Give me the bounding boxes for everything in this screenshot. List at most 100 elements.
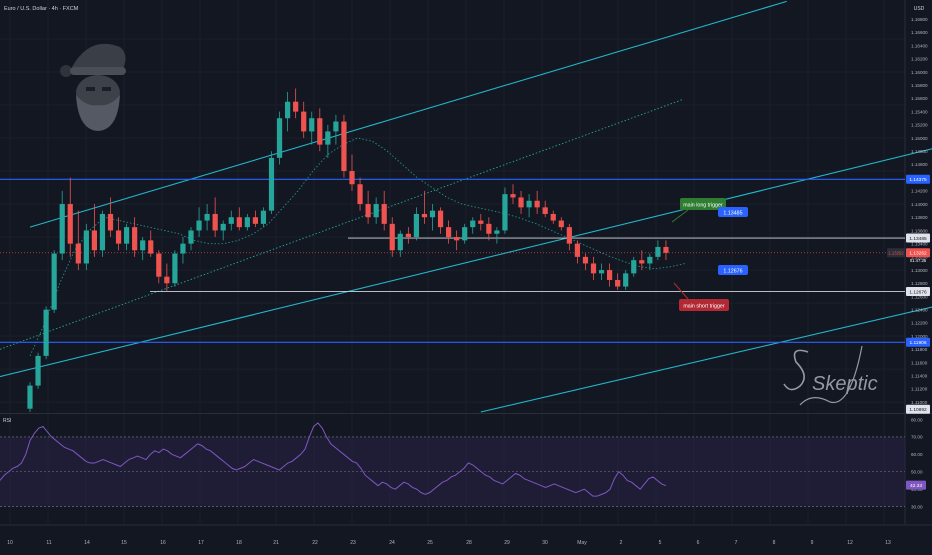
rsi-title: RSI — [3, 418, 11, 424]
price-tag-label: 1.13485 — [909, 236, 927, 242]
symbol-title: Euro / U.S. Dollar · 4h · FXCM — [4, 6, 79, 12]
candle-body — [268, 157, 275, 211]
candle-body — [27, 385, 33, 409]
time-tick-label: 24 — [389, 540, 395, 546]
price-tick-label: 1.15600 — [911, 96, 928, 101]
candle-body — [607, 270, 613, 280]
price-tag: 1.12676 — [906, 286, 930, 296]
price-tick-label: 1.11200 — [911, 387, 928, 392]
time-axis[interactable]: 10 11 14 15 16 17 18 21 22 23 24 25 28 29 30 May 2 5 6 7 8 9 1… — [7, 540, 891, 546]
price-tick-label: 1.15400 — [911, 109, 928, 114]
svg-text:1.12676: 1.12676 — [723, 269, 742, 275]
candle-body — [462, 227, 468, 241]
candle-body — [405, 233, 411, 238]
candle-body — [220, 223, 226, 231]
trend-channel — [0, 0, 932, 413]
time-tick-label: 21 — [273, 540, 279, 546]
rsi-current-label: 42.33 — [910, 483, 922, 489]
time-tick-label: 18 — [236, 540, 242, 546]
candle-body — [437, 210, 444, 228]
price-tick-label: 1.15800 — [911, 83, 928, 88]
candle-body — [172, 253, 178, 284]
price-tick-label: 1.13400 — [911, 241, 928, 246]
candle-body — [639, 260, 645, 264]
price-tag-bg — [906, 404, 930, 414]
candle-body — [590, 263, 597, 274]
candle-body — [124, 227, 130, 244]
rsi-tick-label: 50.00 — [911, 470, 923, 475]
time-tick-label: 9 — [811, 540, 814, 546]
candle-body — [429, 210, 436, 218]
price-tick-label: 1.12200 — [911, 321, 928, 326]
candle-body — [413, 213, 419, 238]
candle-body — [99, 213, 106, 251]
channel-line — [29, 0, 787, 228]
candle-body — [309, 118, 315, 132]
short-trigger-annotation[interactable]: 1.12676 main short trigger — [673, 265, 748, 311]
time-tick-label: 6 — [697, 540, 700, 546]
time-tick-label: 11 — [46, 540, 51, 546]
rsi-tick-label: 70.00 — [911, 435, 923, 440]
long-trigger-annotation[interactable]: main long trigger 1.13485 — [671, 198, 748, 223]
candle-body — [132, 227, 138, 251]
candle-body — [598, 270, 605, 274]
price-tag-bg — [906, 286, 930, 296]
time-tick-label: May — [577, 540, 587, 546]
time-tick-label: 28 — [466, 540, 472, 546]
candle-body — [446, 227, 452, 238]
time-tick-label: 12 — [847, 540, 853, 546]
time-tick-label: 29 — [504, 540, 510, 546]
candle-body — [325, 131, 331, 145]
candle-body — [647, 256, 653, 264]
rsi-tick-label: 30.00 — [911, 504, 923, 509]
candle-body — [631, 260, 637, 274]
price-tick-label: 1.14200 — [911, 189, 928, 194]
time-tick-label: 10 — [7, 540, 13, 546]
price-tag-label: 1.11906 — [910, 340, 927, 346]
candle-body — [365, 204, 371, 218]
candle-body — [381, 204, 387, 224]
candle-body — [494, 230, 500, 234]
candle-body — [180, 243, 186, 254]
candle-body — [260, 210, 267, 224]
bid-tag-bg — [887, 248, 905, 258]
candle-body — [293, 101, 299, 112]
rsi-current-tag — [906, 480, 926, 490]
time-tick-label: 22 — [312, 540, 318, 546]
rsi-tick-label: 80.00 — [911, 417, 923, 422]
candle-body — [478, 220, 484, 224]
price-tag-label: 1.10892 — [909, 407, 927, 413]
candle-body — [582, 256, 589, 264]
candle-body — [615, 279, 621, 287]
time-tick-label: 2 — [620, 540, 623, 546]
price-tick-label: 1.14800 — [911, 149, 928, 154]
price-tick-label: 1.11000 — [911, 400, 928, 405]
currency-label[interactable]: USD — [914, 6, 925, 12]
time-tick-label: 16 — [160, 540, 166, 546]
candle-body — [196, 220, 202, 231]
price-tag-label: 1.14375 — [909, 177, 927, 183]
price-tag-bg — [906, 337, 930, 347]
svg-text:Skeptic: Skeptic — [812, 373, 878, 395]
price-tag-bg — [906, 248, 930, 258]
price-tag: 1.13262 — [906, 248, 930, 258]
candle-body — [115, 230, 122, 244]
svg-text:main short trigger: main short trigger — [683, 304, 724, 310]
price-tick-label: 1.16200 — [911, 57, 928, 62]
candle-body — [317, 118, 323, 145]
price-tag: 1.11906 — [906, 337, 930, 347]
candle-body — [470, 220, 476, 228]
time-tick-label: 14 — [84, 540, 90, 546]
price-tick-label: 1.13600 — [911, 228, 928, 233]
price-tag: 1.13485 — [906, 233, 930, 243]
time-tick-label: 25 — [427, 540, 433, 546]
candle-body — [349, 171, 355, 185]
candle-body — [244, 217, 250, 228]
candles[interactable] — [27, 88, 669, 412]
candle-body — [204, 213, 210, 221]
candle-body — [397, 233, 403, 251]
candle-body — [51, 253, 57, 310]
price-tick-label: 1.16600 — [911, 30, 928, 35]
